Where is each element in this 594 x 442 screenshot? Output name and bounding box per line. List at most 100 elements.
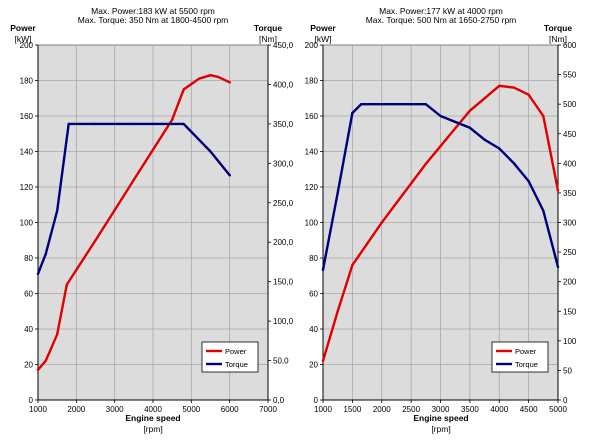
torque-data-point [527,179,530,183]
y-left-tick-label: 140 [20,148,34,157]
y-right-axis-label: [Nm] [259,34,277,44]
x-tick-label: 5000 [549,405,567,414]
chart-title-line: Max. Torque: 500 Nm at 1650-2750 rpm [366,15,517,25]
x-tick-label: 4500 [520,405,538,414]
y-right-tick-label: 600 [563,41,577,50]
legend-label-power: Power [515,347,537,356]
torque-data-point [380,103,383,106]
x-tick-label: 3000 [432,405,450,414]
y-right-tick-label: 50 [563,366,572,375]
torque-data-point [424,103,427,106]
y-left-tick-label: 20 [24,361,33,370]
torque-data-point [542,209,545,212]
torque-data-point [209,150,212,153]
y-right-tick-label: 300 [563,219,577,228]
power-data-point [113,208,116,212]
legend: Power Torque [201,341,259,373]
power-data-point [171,118,174,121]
y-left-tick-label: 0 [314,396,319,405]
x-tick-label: 6000 [221,405,239,414]
chart-title-line: Max. Power:183 kW at 5500 rpm [91,6,215,16]
power-data-point [132,178,135,182]
torque-data-point [190,130,193,133]
torque-data-point [351,111,354,115]
chart-title-line: Max. Torque: 350 Nm at 1800-4500 rpm [78,15,229,25]
y-left-axis-label: Power [10,23,36,33]
power-data-point [527,93,530,96]
y-left-tick-label: 180 [20,77,34,86]
y-left-tick-label: 80 [24,254,33,263]
legend: Power Torque [491,341,549,373]
torque-data-point [151,122,155,126]
power-data-point [454,127,457,130]
y-right-tick-label: 0 [563,396,568,405]
y-right-tick-label: 150,0 [273,278,294,287]
y-right-tick-label: 250,0 [273,199,294,208]
legend-label-torque: Torque [225,360,248,369]
y-left-tick-label: 160 [20,112,34,121]
torque-data-point [512,162,516,165]
chart-1: 0 20 40 60 80 100 120 140 160 180 200 1000 2000 3000 4… [10,6,293,434]
power-data-point [483,97,486,100]
y-left-tick-label: 160 [305,112,319,121]
x-tick-label: 2500 [402,405,420,414]
power-data-point [439,145,442,148]
x-tick-label: 2000 [67,405,85,414]
y-right-tick-label: 450,0 [273,41,294,50]
x-axis-label: Engine speed [413,413,468,423]
y-left-axis-label: [kW] [315,34,332,44]
y-right-tick-label: 500 [563,100,577,109]
y-left-tick-label: 200 [305,41,319,50]
y-left-tick-label: 120 [20,183,34,192]
power-data-point [182,88,185,91]
y-right-tick-label: 450 [563,130,577,139]
y-right-axis-label: Torque [254,23,282,33]
y-right-axis-label: Torque [544,23,572,33]
power-data-point [498,84,501,88]
y-left-tick-label: 60 [309,290,318,299]
x-tick-label: 1000 [314,405,332,414]
y-right-tick-label: 100 [563,337,577,346]
y-right-tick-label: 350 [563,189,577,198]
x-tick-label: 3500 [461,405,479,414]
torque-data-point [228,174,231,177]
x-tick-label: 2000 [373,405,391,414]
y-left-tick-label: 120 [305,183,319,192]
y-left-tick-label: 0 [29,396,34,405]
y-left-tick-label: 40 [24,325,33,334]
y-right-tick-label: 350,0 [273,120,294,129]
y-left-axis-label: [kW] [15,34,32,44]
chart-title-line: Max. Power:177 kW at 4000 rpm [379,6,503,16]
power-data-point [209,74,212,77]
legend-box [491,341,549,373]
torque-data-point [44,252,47,256]
legend-label-power: Power [225,347,247,356]
power-data-point [65,283,69,286]
legend-label-torque: Torque [515,360,538,369]
y-right-tick-label: 100,0 [273,317,294,326]
y-right-tick-label: 300,0 [273,159,294,168]
y-left-tick-label: 40 [309,325,318,334]
y-left-tick-label: 140 [305,148,319,157]
x-tick-label: 3000 [106,405,124,414]
x-axis-label: [rpm] [143,424,162,434]
x-tick-label: 5000 [182,405,200,414]
power-data-point [556,189,560,192]
y-left-tick-label: 100 [20,219,34,228]
power-data-point [395,201,398,205]
power-data-point [468,109,472,112]
torque-data-point [171,122,174,126]
power-data-point [151,148,155,151]
power-data-point [56,333,59,336]
torque-data-point [468,126,472,129]
torque-data-point [409,103,413,106]
power-data-point [321,359,325,363]
torque-data-point [454,120,457,124]
torque-data-point [36,272,40,275]
power-data-point [44,359,47,363]
y-right-tick-label: 400,0 [273,80,294,89]
torque-data-point [56,209,59,212]
power-data-point [36,368,40,371]
